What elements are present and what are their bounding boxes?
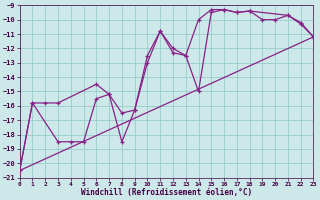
X-axis label: Windchill (Refroidissement éolien,°C): Windchill (Refroidissement éolien,°C) — [81, 188, 252, 197]
